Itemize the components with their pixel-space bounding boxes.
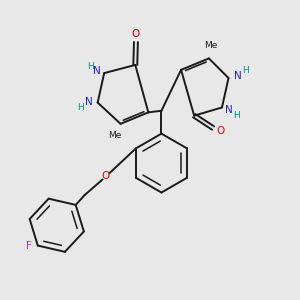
Text: N: N: [93, 67, 101, 76]
Text: H: H: [87, 62, 94, 71]
Text: O: O: [132, 29, 140, 39]
Text: F: F: [26, 241, 32, 250]
Text: O: O: [216, 126, 224, 136]
Text: N: N: [85, 97, 92, 107]
Text: N: N: [225, 105, 233, 115]
Text: Me: Me: [204, 41, 217, 50]
Text: N: N: [234, 71, 242, 81]
Text: H: H: [77, 103, 84, 112]
Text: H: H: [233, 112, 240, 121]
Text: H: H: [242, 66, 249, 75]
Text: Me: Me: [108, 131, 122, 140]
Text: O: O: [102, 170, 110, 181]
